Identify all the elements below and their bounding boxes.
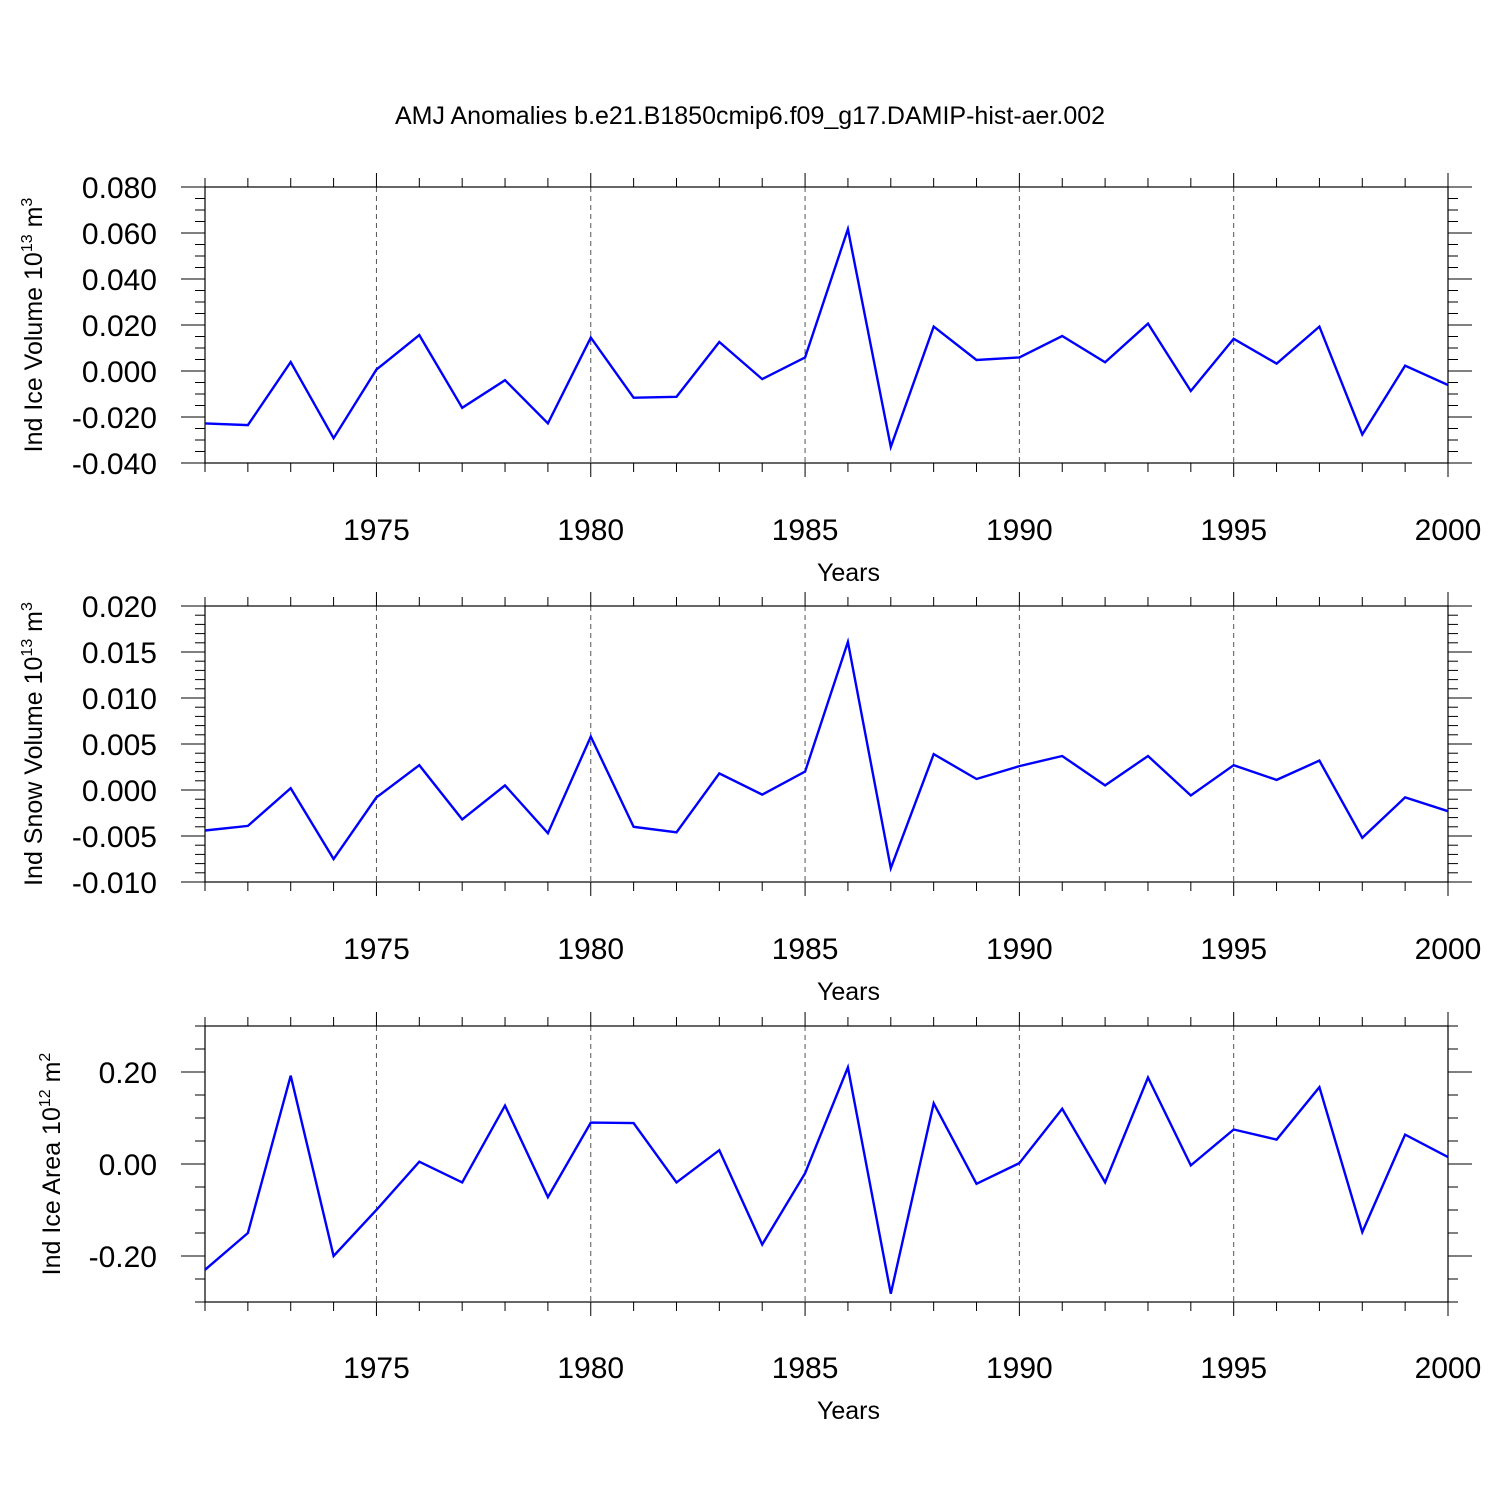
panel-3: 1975 1980 1985 1990 1995 2000 Years -0.20 0.00 0.… — [37, 1012, 1481, 1425]
x-tick-label: 1995 — [1200, 933, 1267, 966]
plot-frame — [204, 186, 1449, 464]
y-axis-label-text: m — [20, 207, 48, 235]
x-axis-label: Years — [817, 1397, 880, 1425]
y-axis-label-superscript: 3 — [19, 602, 36, 611]
y-axis-label-text: m — [38, 1062, 66, 1090]
x-axis-label: Years — [817, 559, 880, 587]
y-tick-label: 0.000 — [82, 356, 157, 389]
y-axis-label-text: Ind Ice Volume 10 — [20, 252, 48, 452]
y-axis-label: Ind Snow Volume 1013 m3 — [19, 602, 48, 886]
plot-frame — [204, 605, 1449, 883]
panel-2: 1975 1980 1985 1990 1995 2000 Years -0.010 -0.00… — [19, 591, 1481, 1006]
x-tick-label: 2000 — [1415, 933, 1482, 966]
x-tick-label: 1985 — [772, 514, 839, 547]
y-tick-label: 0.060 — [82, 218, 157, 251]
y-tick-label: 0.000 — [82, 775, 157, 808]
y-tick-label: 0.040 — [82, 264, 157, 297]
x-tick-label: 1985 — [772, 1352, 839, 1385]
y-tick-label: 0.010 — [82, 683, 157, 716]
x-tick-label: 1990 — [986, 514, 1053, 547]
y-tick-label: -0.20 — [89, 1241, 157, 1274]
y-axis-label-superscript: 13 — [19, 639, 36, 657]
x-tick-label: 1990 — [986, 1352, 1053, 1385]
x-tick-label: 1980 — [557, 933, 624, 966]
y-tick-label: -0.040 — [72, 448, 157, 481]
series-line — [204, 224, 1449, 452]
y-axis-label-superscript: 2 — [37, 1053, 54, 1062]
y-tick-label: -0.010 — [72, 867, 157, 900]
x-tick-label: 1975 — [343, 1352, 410, 1385]
y-axis-label-text: m — [20, 611, 48, 639]
y-tick-label: 0.005 — [82, 729, 157, 762]
y-axis-label-superscript: 3 — [19, 198, 36, 207]
y-tick-label: -0.020 — [72, 402, 157, 435]
y-tick-label: 0.020 — [82, 591, 157, 624]
series-line — [204, 1063, 1449, 1294]
y-tick-label: -0.005 — [72, 821, 157, 854]
x-tick-label: 1985 — [772, 933, 839, 966]
y-tick-label: 0.020 — [82, 310, 157, 343]
x-tick-label: 1975 — [343, 514, 410, 547]
y-axis-label-superscript: 13 — [19, 234, 36, 252]
plot-frame — [204, 1025, 1449, 1303]
y-axis-label: Ind Ice Area 1012 m2 — [37, 1053, 66, 1276]
y-axis-label-text: Ind Snow Volume 10 — [20, 657, 48, 886]
x-tick-label: 2000 — [1415, 1352, 1482, 1385]
panel-1: 1975 1980 1985 1990 1995 2000 Years -0.040 -0.02… — [19, 172, 1481, 587]
y-tick-label: 0.00 — [99, 1149, 157, 1182]
x-tick-label: 2000 — [1415, 514, 1482, 547]
y-tick-label: 0.20 — [99, 1057, 157, 1090]
y-tick-label: 0.080 — [82, 172, 157, 205]
y-axis-label-superscript: 12 — [37, 1089, 54, 1107]
panels-container: 1975 1980 1985 1990 1995 2000 Years -0.040 -0.02… — [19, 172, 1481, 1425]
x-axis-label: Years — [817, 978, 880, 1006]
chart-title: AMJ Anomalies b.e21.B1850cmip6.f09_g17.D… — [395, 102, 1105, 130]
x-tick-label: 1995 — [1200, 1352, 1267, 1385]
x-tick-label: 1975 — [343, 933, 410, 966]
y-tick-label: 0.015 — [82, 637, 157, 670]
y-axis-label-text: Ind Ice Area 10 — [38, 1107, 66, 1275]
series-line — [204, 637, 1449, 873]
y-axis-label: Ind Ice Volume 1013 m3 — [19, 198, 48, 453]
x-tick-label: 1990 — [986, 933, 1053, 966]
x-tick-label: 1980 — [557, 514, 624, 547]
x-tick-label: 1995 — [1200, 514, 1267, 547]
x-tick-label: 1980 — [557, 1352, 624, 1385]
